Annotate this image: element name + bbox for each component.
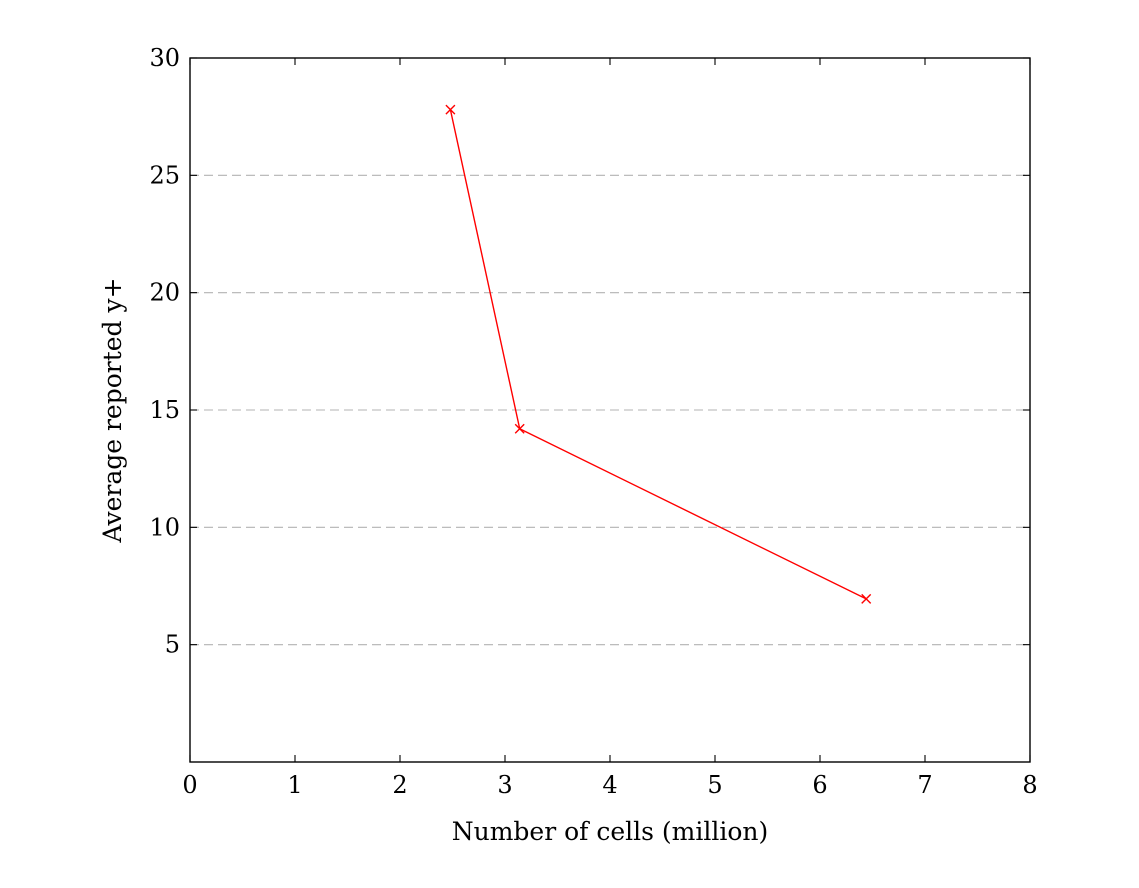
x-axis-title: Number of cells (million): [452, 817, 769, 846]
y-tick-label: 20: [149, 279, 180, 307]
x-tick-label: 0: [182, 771, 197, 799]
grid-lines: [190, 174, 1030, 646]
tick-labels: 0 1 2 3 4 5 6 7 8 5 10 15 20 25 30: [149, 44, 1037, 799]
y-tick-label: 30: [149, 44, 180, 72]
x-tick-label: 3: [497, 771, 512, 799]
x-tick-label: 7: [917, 771, 932, 799]
data-point-marker: [861, 593, 872, 604]
x-tick-label: 6: [812, 771, 827, 799]
y-axis-title: Average reported y+: [98, 277, 127, 543]
y-tick-label: 25: [149, 161, 180, 189]
y-tick-label: 10: [149, 513, 180, 541]
data-point-marker: [514, 423, 525, 434]
x-tick-label: 8: [1022, 771, 1037, 799]
axis-ticks: [189, 57, 1031, 762]
x-tick-label: 4: [602, 771, 617, 799]
x-tick-label: 5: [707, 771, 722, 799]
y-tick-label: 15: [149, 396, 180, 424]
x-tick-label: 1: [287, 771, 302, 799]
data-point-marker: [445, 104, 456, 115]
series-line-0: [449, 109, 867, 600]
series-layer: [445, 104, 872, 604]
y-tick-label: 5: [165, 631, 180, 659]
x-tick-label: 2: [392, 771, 407, 799]
